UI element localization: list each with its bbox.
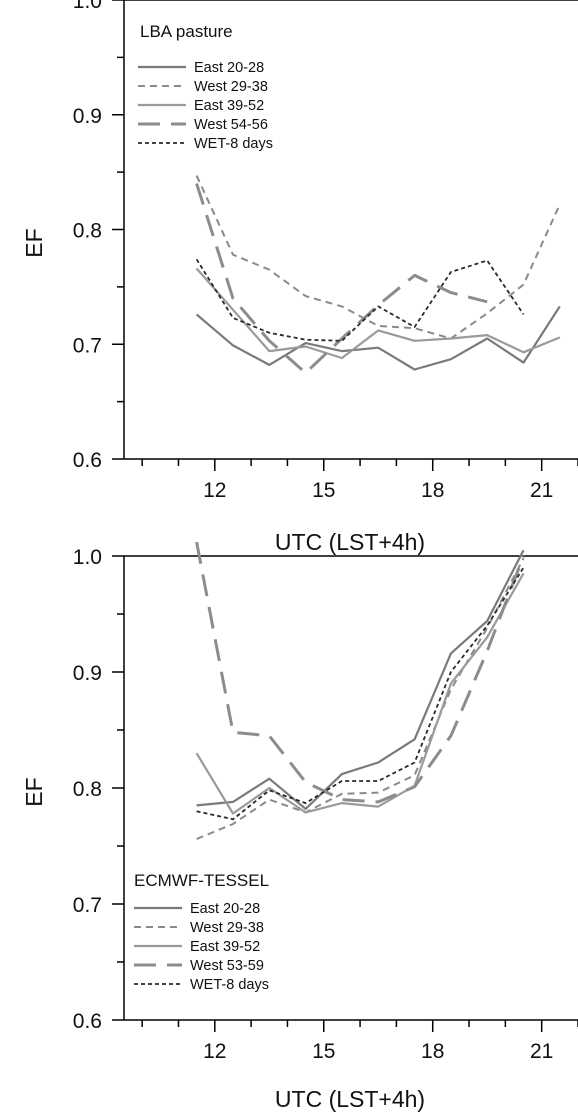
x-axis-label: UTC (LST+4h) — [275, 1086, 425, 1112]
series-line-1 — [196, 557, 525, 840]
x-tick-label: 15 — [312, 1040, 335, 1063]
panel-title: ECMWF-TESSEL — [134, 871, 269, 890]
y-tick-label: 0.9 — [73, 105, 102, 128]
panel-title: LBA pasture — [140, 22, 233, 41]
series-line-2 — [195, 572, 525, 815]
y-tick-label: 1.0 — [73, 0, 102, 13]
series-line-2 — [195, 267, 561, 360]
x-tick-label: 12 — [203, 1040, 226, 1063]
series-lines — [195, 541, 525, 840]
legend: East 20-28 West 29-38 East 39-52 West 54-56… — [138, 60, 273, 152]
legend-label: West 29-38 — [190, 920, 264, 936]
x-tick-label: 18 — [421, 1040, 444, 1063]
panel-lba-pasture: 12 15 18 21 0.6 0.7 0.8 0.9 1.0 EF UTC (LST+4h)… — [21, 0, 578, 555]
legend-label: West 53-59 — [190, 958, 264, 974]
y-tick-label: 0.6 — [73, 1010, 102, 1033]
y-tick-label: 0.8 — [73, 778, 102, 801]
legend-label: East 20-28 — [194, 60, 264, 76]
legend-label: WET-8 days — [190, 977, 269, 993]
series-line-4 — [196, 567, 525, 821]
panel-ecmwf-tessel: 12 15 18 21 0.6 0.7 0.8 0.9 1.0 EF UTC (LST+4h)… — [21, 541, 578, 1112]
legend-label: East 20-28 — [190, 901, 260, 917]
y-axis-label: EF — [21, 777, 47, 806]
y-tick-label: 0.8 — [73, 220, 102, 243]
x-ticks: 12 15 18 21 — [141, 1020, 578, 1063]
x-tick-label: 18 — [421, 479, 444, 502]
series-line-3 — [195, 541, 525, 804]
y-tick-label: 0.7 — [73, 334, 102, 357]
series-line-4 — [195, 258, 525, 342]
y-axis-label: EF — [21, 228, 47, 257]
legend-label: WET-8 days — [194, 136, 273, 152]
y-ticks: 0.6 0.7 0.8 0.9 1.0 — [73, 546, 124, 1033]
y-tick-label: 0.9 — [73, 662, 102, 685]
x-ticks: 12 15 18 21 — [141, 459, 578, 502]
x-tick-label: 21 — [530, 479, 553, 502]
x-axis-label: UTC (LST+4h) — [275, 529, 425, 555]
series-lines — [195, 175, 561, 375]
y-tick-label: 0.7 — [73, 894, 102, 917]
series-line-1 — [195, 175, 561, 340]
series-line-0 — [195, 305, 561, 371]
series-line-3 — [195, 183, 488, 375]
x-tick-label: 15 — [312, 479, 335, 502]
legend: East 20-28 West 29-38 East 39-52 West 53-59… — [134, 901, 269, 993]
y-ticks: 0.6 0.7 0.8 0.9 1.0 — [73, 0, 124, 472]
series-line-0 — [196, 549, 525, 811]
legend-label: West 29-38 — [194, 79, 268, 95]
y-tick-label: 1.0 — [73, 546, 102, 569]
legend-label: East 39-52 — [190, 939, 260, 955]
x-tick-label: 21 — [530, 1040, 553, 1063]
x-tick-label: 12 — [203, 479, 226, 502]
legend-label: East 39-52 — [194, 98, 264, 114]
y-tick-label: 0.6 — [73, 449, 102, 472]
legend-label: West 54-56 — [194, 117, 268, 133]
plot-frame — [123, 0, 578, 459]
